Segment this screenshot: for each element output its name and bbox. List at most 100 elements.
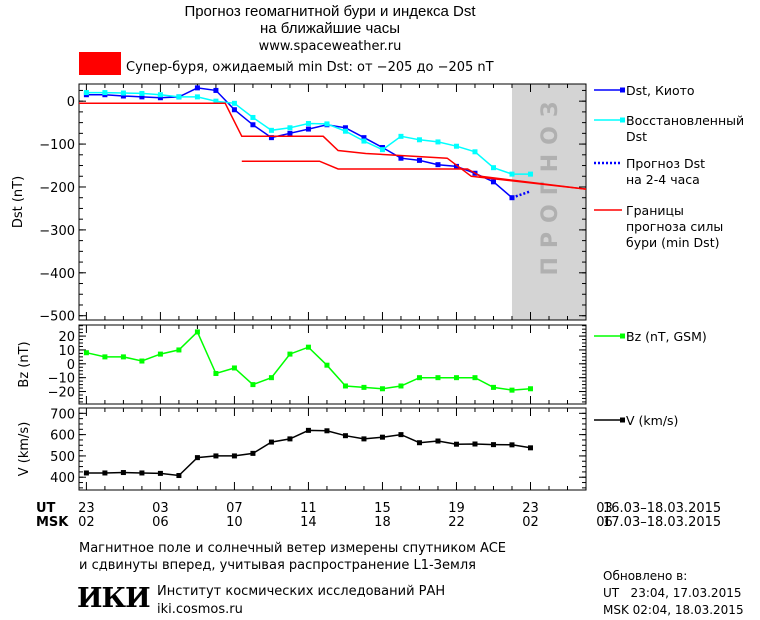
data-point bbox=[157, 351, 163, 357]
data-point bbox=[268, 439, 274, 445]
data-point bbox=[398, 383, 404, 389]
data-point bbox=[102, 470, 108, 476]
y-tick-label: 700 bbox=[50, 407, 75, 422]
y-axis-label: Dst (nT) bbox=[11, 176, 26, 228]
storm-forecast-label: Супер-буря, ожидаемый min Dst: от −205 д… bbox=[126, 60, 494, 75]
data-point bbox=[83, 470, 89, 476]
series-line bbox=[79, 102, 586, 190]
data-point bbox=[324, 121, 330, 127]
data-point bbox=[176, 94, 182, 100]
y-tick-label: 10 bbox=[58, 344, 75, 359]
data-point bbox=[231, 453, 237, 459]
data-point bbox=[361, 384, 367, 390]
msk-tick-label: 18 bbox=[374, 515, 391, 530]
data-point bbox=[361, 138, 367, 144]
panel-frame bbox=[78, 407, 587, 491]
data-point bbox=[176, 473, 182, 479]
y-tick-label: −10 bbox=[48, 372, 75, 387]
ut-tick-label: 07 bbox=[226, 501, 243, 516]
data-point bbox=[472, 149, 478, 155]
data-point bbox=[83, 90, 89, 96]
data-point bbox=[213, 371, 219, 377]
institute-name: Институт космических исследований РАН bbox=[157, 584, 446, 599]
y-tick-label: −300 bbox=[39, 224, 75, 239]
y-tick-label: 500 bbox=[50, 450, 75, 465]
data-point bbox=[287, 351, 293, 357]
y-axis-label: V (km/s) bbox=[17, 422, 32, 477]
legend-marker bbox=[620, 87, 625, 93]
msk-tick-label: 10 bbox=[226, 515, 243, 530]
data-point bbox=[139, 94, 145, 100]
series-v bbox=[83, 427, 533, 479]
data-point bbox=[342, 383, 348, 389]
data-point bbox=[527, 171, 533, 177]
ut-date-range: 16.03–18.03.2015 bbox=[603, 501, 722, 516]
data-point bbox=[102, 354, 108, 360]
data-point bbox=[342, 433, 348, 439]
data-point bbox=[416, 137, 422, 143]
data-point bbox=[398, 133, 404, 139]
data-point bbox=[527, 386, 533, 392]
data-point bbox=[509, 195, 515, 201]
msk-axis-label: MSK bbox=[36, 515, 69, 530]
legend-label: прогноза силы bbox=[626, 219, 723, 234]
data-point bbox=[213, 453, 219, 459]
data-point bbox=[287, 130, 293, 136]
data-point bbox=[305, 427, 311, 433]
data-point bbox=[139, 90, 145, 96]
data-point bbox=[139, 470, 145, 476]
updated-msk: MSK 02:04, 18.03.2015 bbox=[603, 603, 744, 617]
data-point bbox=[194, 85, 200, 91]
legend-marker bbox=[620, 333, 625, 339]
data-point bbox=[509, 442, 515, 448]
data-point bbox=[490, 442, 496, 448]
data-point bbox=[213, 98, 219, 104]
data-point bbox=[176, 347, 182, 353]
data-point bbox=[453, 375, 459, 381]
forecast-band bbox=[511, 84, 586, 320]
data-point bbox=[231, 107, 237, 113]
msk-tick-label: 22 bbox=[448, 515, 465, 530]
data-point bbox=[213, 87, 219, 93]
data-point bbox=[305, 344, 311, 350]
y-tick-label: 600 bbox=[50, 429, 75, 444]
series-dst bbox=[511, 190, 531, 199]
iki-logo[interactable]: ИКИ bbox=[77, 583, 151, 614]
data-point bbox=[268, 135, 274, 141]
data-point bbox=[361, 135, 367, 141]
data-point bbox=[416, 157, 422, 163]
ut-tick-label: 03 bbox=[152, 501, 169, 516]
data-point bbox=[287, 125, 293, 131]
data-point bbox=[342, 125, 348, 131]
data-point bbox=[453, 163, 459, 169]
ut-tick-label: 23 bbox=[522, 501, 539, 516]
data-point bbox=[379, 386, 385, 392]
data-point bbox=[120, 354, 126, 360]
data-point bbox=[250, 382, 256, 388]
chart-subtitle: на ближайшие часы bbox=[260, 20, 400, 37]
data-point bbox=[324, 362, 330, 368]
msk-tick-label: 14 bbox=[300, 515, 317, 530]
updated-ut: UT 23:04, 17.03.2015 bbox=[603, 586, 742, 600]
data-point bbox=[435, 139, 441, 145]
institute-site-link[interactable]: iki.cosmos.ru bbox=[157, 602, 243, 617]
site-url[interactable]: www.spaceweather.ru bbox=[258, 39, 402, 54]
data-point bbox=[120, 90, 126, 96]
legend-label: бури (min Dst) bbox=[626, 235, 719, 250]
series-dst bbox=[79, 102, 586, 190]
data-point bbox=[157, 95, 163, 101]
y-axis-label: Bz (nT) bbox=[17, 341, 32, 387]
legend-label: на 2-4 часа bbox=[626, 172, 700, 187]
data-point bbox=[120, 93, 126, 99]
data-point bbox=[379, 147, 385, 153]
y-tick-label: 20 bbox=[58, 330, 75, 345]
data-point bbox=[324, 428, 330, 434]
data-point bbox=[361, 436, 367, 442]
data-point bbox=[398, 432, 404, 438]
legend-label: Dst, Киото bbox=[626, 83, 695, 98]
series-line bbox=[511, 190, 531, 199]
legend-label: Прогноз Dst bbox=[626, 156, 705, 171]
msk-tick-label: 02 bbox=[78, 515, 95, 530]
